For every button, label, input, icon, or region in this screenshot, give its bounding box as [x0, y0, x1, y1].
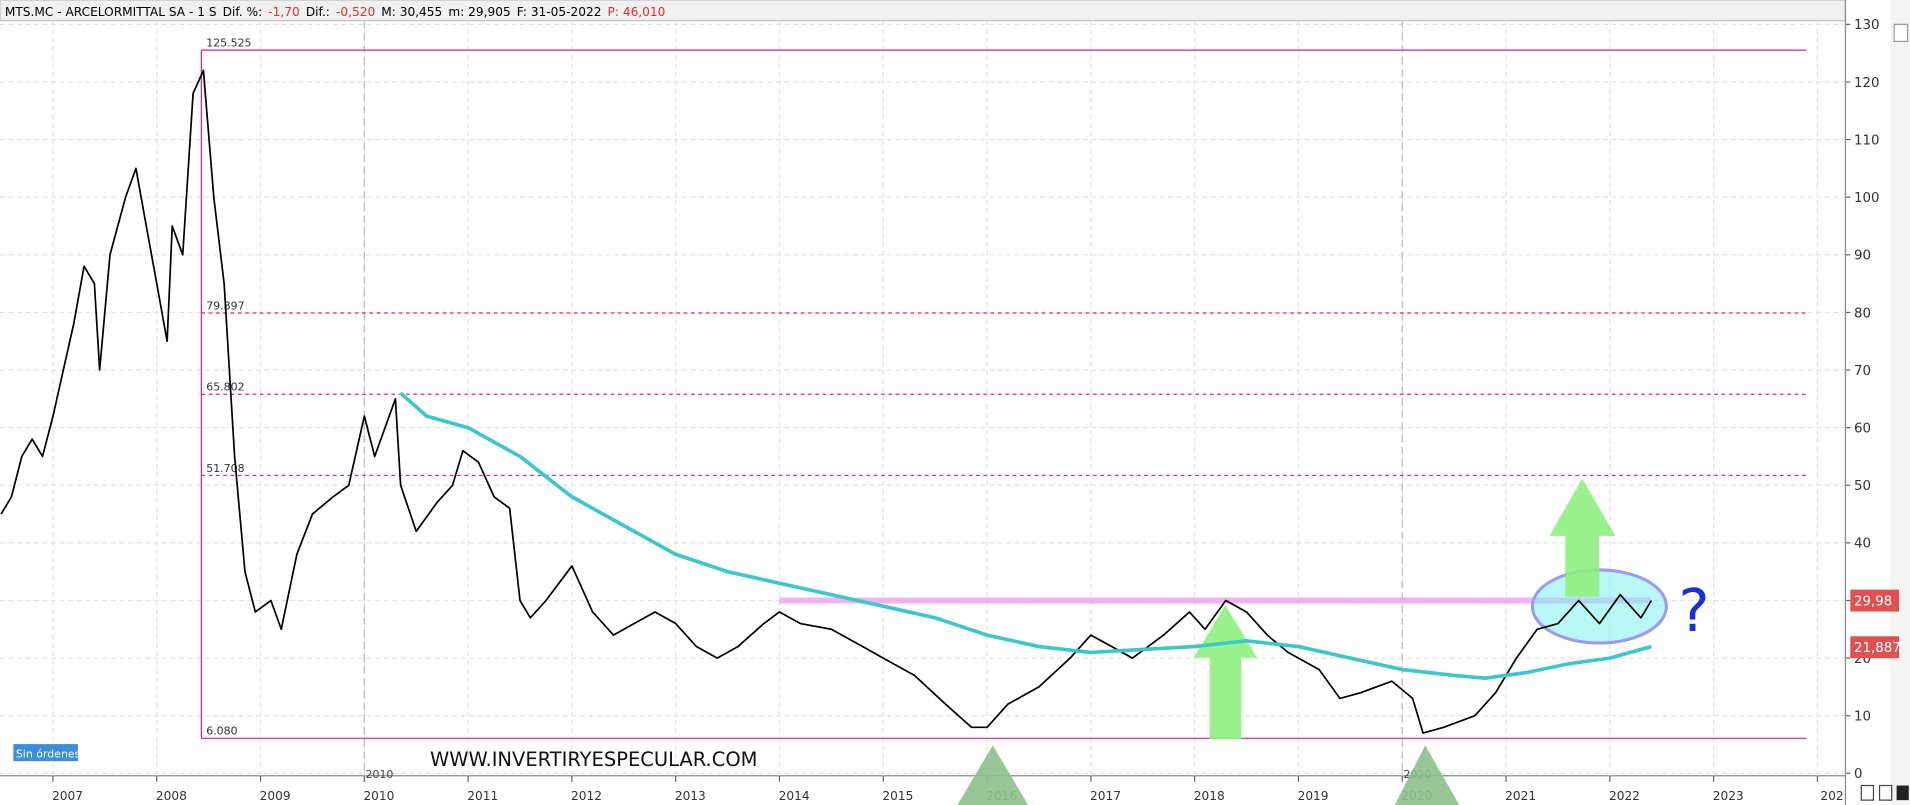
- y-tick-label: 0: [1854, 767, 1863, 782]
- side-button[interactable]: [1893, 23, 1909, 43]
- x-tick-label: 2011: [467, 789, 498, 803]
- status-box: [13, 744, 78, 762]
- x-tick-label: 2015: [882, 789, 913, 803]
- annotation-mark: ?: [1679, 577, 1710, 645]
- price-badge-label: 21,887: [1854, 641, 1901, 656]
- price-line: [0, 69, 1653, 734]
- moving-average-line: [399, 391, 1652, 681]
- x-tick-label: 2010: [363, 789, 394, 803]
- x-tick-label: 2009: [260, 789, 291, 803]
- price-badge: [1850, 589, 1900, 612]
- header-text: -0,520: [336, 5, 375, 19]
- x-tick-label: 2022: [1609, 789, 1640, 803]
- price-badge-label: 29,98: [1854, 594, 1892, 609]
- y-tick-label: 90: [1854, 249, 1871, 264]
- up-arrow: [1549, 478, 1616, 597]
- x-tick-label: 2023: [1713, 789, 1744, 803]
- x-tick-label: 2019: [1298, 789, 1329, 803]
- watermark: WWW.INVERTIRYESPECULAR.COM: [430, 748, 757, 771]
- header-text: P: 46,010: [608, 5, 666, 19]
- x-tick-label: 202: [1820, 789, 1843, 803]
- y-tick-label: 100: [1854, 191, 1880, 206]
- fib-label: 65.802: [206, 381, 244, 394]
- fib-label: 125.525: [206, 36, 251, 49]
- y-tick-label: 10: [1854, 710, 1871, 725]
- x-tick-label: 2007: [52, 789, 83, 803]
- header-text: -1,70: [268, 5, 299, 19]
- x-tick-label: 2018: [1194, 789, 1225, 803]
- bottom-triangle: [957, 745, 1029, 805]
- y-tick-label: 70: [1854, 364, 1871, 379]
- fib-label: 51.708: [206, 462, 244, 475]
- y-tick-label: 60: [1854, 422, 1871, 437]
- header-text: Dif. %:: [223, 5, 263, 19]
- header-text: F: 31-05-2022: [517, 5, 602, 19]
- x-tick-label: 2014: [779, 789, 810, 803]
- header-text: M: 30,455: [381, 5, 442, 19]
- y-tick-label: 120: [1854, 76, 1880, 91]
- up-arrow: [1193, 605, 1258, 740]
- toolbar-button[interactable]: [1878, 784, 1893, 801]
- y-tick-label: 130: [1854, 18, 1880, 33]
- x-tick-label: 2017: [1090, 789, 1121, 803]
- x-tick-label: 2021: [1505, 789, 1536, 803]
- y-tick-label: 50: [1854, 479, 1871, 494]
- y-tick-label: 80: [1854, 306, 1871, 321]
- x-tick-label: 2013: [675, 789, 706, 803]
- fib-label: 6.080: [206, 725, 237, 738]
- toolbar-button[interactable]: [1896, 785, 1909, 801]
- y-tick-label: 40: [1854, 537, 1871, 552]
- price-badge: [1850, 636, 1900, 659]
- header-text: MTS.MC - ARCELORMITTAL SA - 1 S: [5, 5, 217, 19]
- header-text: Dif.:: [306, 5, 330, 19]
- side-strip: [1890, 0, 1910, 805]
- toolbar-button[interactable]: [1860, 784, 1875, 801]
- header-text: m: 29,905: [448, 5, 510, 19]
- y-tick-label: 110: [1854, 133, 1880, 148]
- period-label: 2010: [366, 768, 394, 781]
- x-tick-label: 2012: [571, 789, 602, 803]
- status-label: Sin órdenes: [16, 748, 81, 761]
- x-tick-label: 2008: [156, 789, 187, 803]
- bottom-triangle: [1394, 745, 1460, 805]
